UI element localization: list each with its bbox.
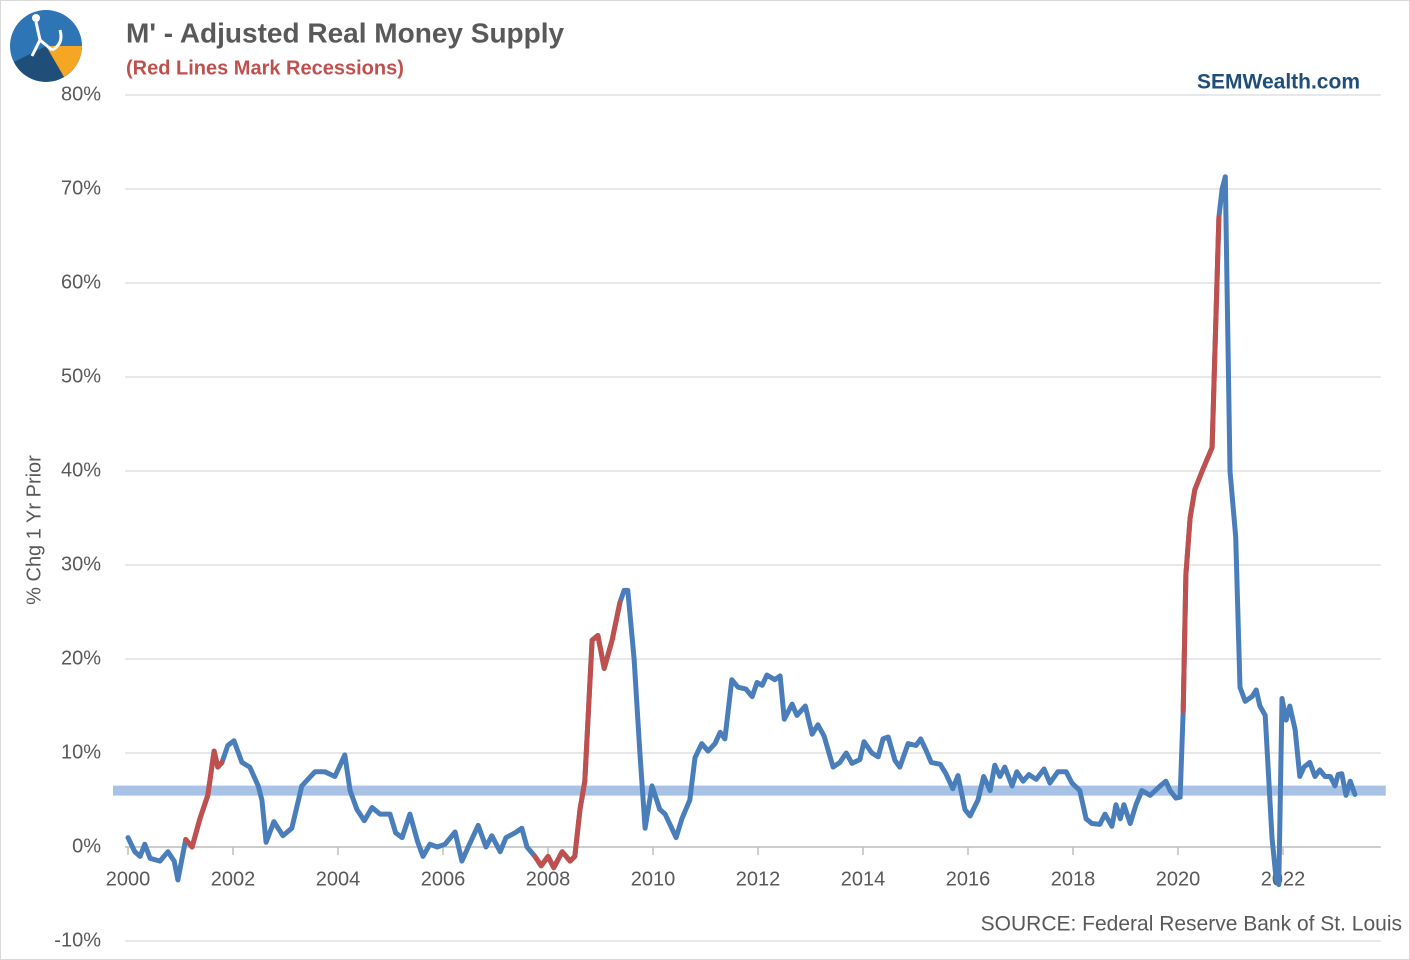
y-tick-label: -10% <box>54 929 101 951</box>
y-tick-label: 60% <box>61 271 101 293</box>
x-tick-label: 2016 <box>946 868 991 890</box>
x-tick-label: 2010 <box>631 868 676 890</box>
data-line <box>1180 214 1222 714</box>
chart-subtitle: (Red Lines Mark Recessions) <box>126 57 404 79</box>
y-tick-label: 80% <box>61 83 101 105</box>
logo <box>10 10 82 82</box>
y-tick-label: 50% <box>61 365 101 387</box>
source-note: SOURCE: Federal Reserve Bank of St. Loui… <box>981 913 1402 936</box>
x-tick-label: 2014 <box>841 868 886 890</box>
x-tick-label: 2002 <box>211 868 256 890</box>
y-axis-label: % Chg 1 Yr Prior <box>23 455 45 605</box>
y-tick-label: 10% <box>61 741 101 763</box>
chart-title: M' - Adjusted Real Money Supply <box>126 17 565 48</box>
x-tick-label: 2008 <box>526 868 571 890</box>
x-tick-label: 2012 <box>736 868 781 890</box>
watermark: SEMWealth.com <box>1197 71 1360 94</box>
y-tick-label: 0% <box>72 835 101 857</box>
x-tick-label: 2022 <box>1261 868 1306 890</box>
y-tick-label: 70% <box>61 177 101 199</box>
x-tick-label: 2018 <box>1051 868 1096 890</box>
data-line <box>183 748 225 850</box>
x-tick-label: 2004 <box>316 868 361 890</box>
y-tick-label: 30% <box>61 553 101 575</box>
x-tick-label: 2000 <box>106 868 151 890</box>
x-tick-label: 2020 <box>1156 868 1201 890</box>
y-tick-label: 20% <box>61 647 101 669</box>
y-tick-label: 40% <box>61 459 101 481</box>
x-tick-label: 2006 <box>421 868 466 890</box>
data-line <box>532 600 623 871</box>
